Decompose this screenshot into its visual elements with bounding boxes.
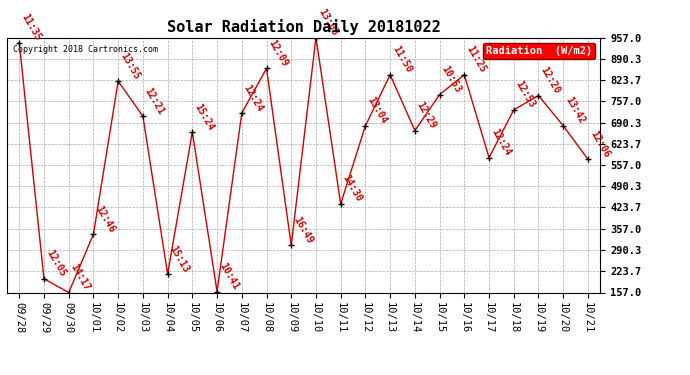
Text: 15:13: 15:13 [168,244,191,274]
Text: 12:06: 12:06 [588,129,611,159]
Text: 12:29: 12:29 [415,100,438,130]
Text: 13:04: 13:04 [366,95,388,126]
Legend: Radiation  (W/m2): Radiation (W/m2) [482,43,595,59]
Text: 12:21: 12:21 [143,86,166,116]
Text: 12:09: 12:09 [266,38,290,68]
Text: Copyright 2018 Cartronics.com: Copyright 2018 Cartronics.com [13,45,158,54]
Text: 11:25: 11:25 [464,44,488,75]
Title: Solar Radiation Daily 20181022: Solar Radiation Daily 20181022 [167,19,440,35]
Text: 12:05: 12:05 [44,248,68,279]
Text: 12:24: 12:24 [489,127,513,158]
Text: 11:50: 11:50 [390,44,413,75]
Text: 10:53: 10:53 [440,64,463,94]
Text: 15:24: 15:24 [193,102,216,132]
Text: 10:41: 10:41 [217,261,240,291]
Text: 16:49: 16:49 [291,215,315,245]
Text: 13:55: 13:55 [118,51,141,81]
Text: 13:03: 13:03 [316,7,339,38]
Text: 12:20: 12:20 [538,65,562,96]
Text: 12:53: 12:53 [514,80,537,110]
Text: 11:35: 11:35 [19,12,43,43]
Text: 13:42: 13:42 [563,95,586,126]
Text: 14:30: 14:30 [341,174,364,204]
Text: 12:46: 12:46 [93,204,117,234]
Text: 14:17: 14:17 [69,262,92,292]
Text: 12:24: 12:24 [241,82,265,113]
